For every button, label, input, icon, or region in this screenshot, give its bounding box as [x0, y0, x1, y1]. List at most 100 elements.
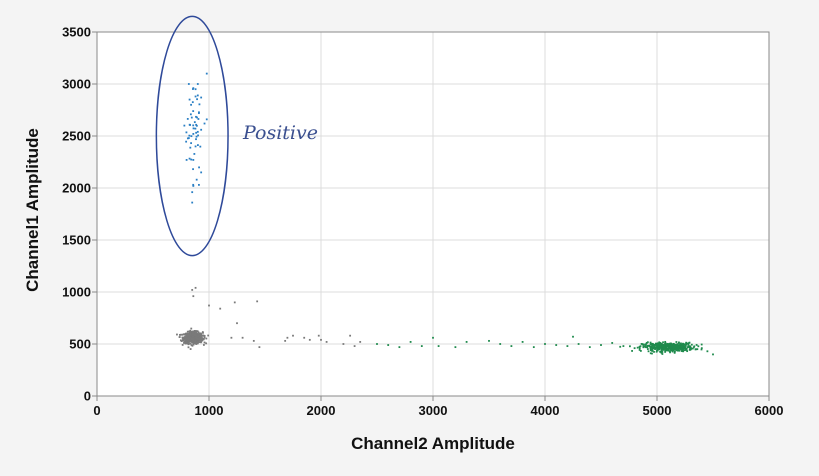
- data-point: [692, 346, 695, 349]
- data-point: [668, 344, 671, 347]
- y-tick-label: 2000: [62, 181, 91, 196]
- data-point: [182, 336, 185, 339]
- data-point: [653, 350, 655, 353]
- data-point: [286, 336, 289, 339]
- data-point: [187, 339, 190, 342]
- data-point: [696, 348, 699, 351]
- data-point: [659, 350, 662, 353]
- data-point: [660, 348, 663, 351]
- data-point: [600, 344, 602, 346]
- data-point: [398, 346, 401, 349]
- data-point: [638, 345, 641, 348]
- data-point: [196, 338, 199, 341]
- data-point: [572, 335, 574, 338]
- data-point: [638, 347, 641, 350]
- data-point: [656, 346, 658, 349]
- data-point: [195, 178, 198, 181]
- x-tick-label: 5000: [643, 403, 672, 418]
- data-point: [611, 342, 614, 344]
- data-point: [686, 350, 689, 353]
- data-point: [675, 343, 677, 346]
- data-point: [437, 345, 440, 347]
- data-point: [185, 333, 188, 336]
- data-point: [652, 346, 655, 349]
- data-point: [181, 339, 184, 342]
- data-point: [668, 350, 671, 353]
- data-point: [488, 339, 490, 342]
- data-point: [342, 343, 345, 345]
- data-point: [195, 131, 198, 134]
- data-point: [667, 348, 670, 351]
- data-point: [677, 348, 680, 351]
- data-point: [622, 345, 625, 347]
- data-point: [192, 127, 195, 130]
- data-point: [258, 346, 261, 349]
- data-point: [680, 348, 683, 351]
- data-point: [645, 342, 648, 345]
- data-point: [195, 115, 197, 118]
- data-point: [521, 341, 524, 343]
- data-point: [677, 349, 679, 352]
- data-point: [196, 130, 199, 133]
- y-tick-label: 3000: [62, 77, 91, 92]
- data-point: [208, 304, 210, 307]
- x-tick-label: 4000: [531, 403, 560, 418]
- data-point: [191, 337, 194, 340]
- data-point: [680, 342, 682, 345]
- series-0: [183, 72, 208, 204]
- data-point: [189, 329, 192, 332]
- data-point: [188, 123, 191, 126]
- data-point: [196, 98, 198, 101]
- data-point: [181, 343, 184, 346]
- data-point: [658, 342, 661, 345]
- data-point: [189, 113, 192, 116]
- data-point: [203, 341, 206, 344]
- data-points: [176, 72, 714, 356]
- y-tick-label: 1500: [62, 233, 91, 248]
- data-point: [193, 337, 196, 339]
- data-point: [230, 336, 233, 339]
- data-point: [320, 338, 322, 341]
- data-point: [184, 342, 187, 345]
- data-point: [198, 337, 201, 339]
- x-tick-label: 2000: [307, 403, 336, 418]
- data-point: [192, 295, 195, 298]
- data-point: [188, 339, 191, 341]
- data-point: [674, 348, 677, 350]
- data-point: [192, 124, 195, 127]
- x-tick-label: 0: [93, 403, 100, 418]
- data-point: [190, 116, 193, 119]
- data-point: [179, 334, 181, 336]
- data-point: [195, 343, 198, 345]
- data-point: [510, 345, 513, 347]
- data-point: [205, 337, 208, 340]
- y-axis-title: Channel1 Amplitude: [23, 128, 42, 292]
- data-point: [651, 346, 654, 349]
- data-point: [454, 346, 457, 349]
- data-point: [201, 339, 204, 342]
- data-point: [648, 344, 651, 347]
- data-point: [194, 342, 196, 345]
- data-point: [190, 334, 193, 337]
- data-point: [629, 345, 631, 348]
- data-point: [697, 345, 700, 348]
- data-point: [566, 345, 569, 347]
- data-point: [186, 341, 189, 344]
- data-point: [202, 344, 205, 346]
- data-point: [673, 345, 676, 348]
- y-tick-label: 500: [69, 337, 91, 352]
- data-point: [680, 344, 683, 346]
- data-point: [667, 344, 670, 346]
- data-point: [176, 333, 178, 336]
- data-point: [325, 341, 328, 343]
- data-point: [194, 340, 197, 342]
- data-point: [194, 286, 197, 289]
- data-point: [349, 334, 352, 337]
- data-point: [646, 346, 649, 349]
- data-point: [672, 343, 675, 345]
- data-point: [420, 345, 423, 347]
- data-point: [200, 333, 202, 336]
- x-axis-ticks: 0 1000 2000 3000 4000 5000 6000: [93, 396, 783, 418]
- data-point: [664, 349, 667, 352]
- data-point: [673, 350, 676, 353]
